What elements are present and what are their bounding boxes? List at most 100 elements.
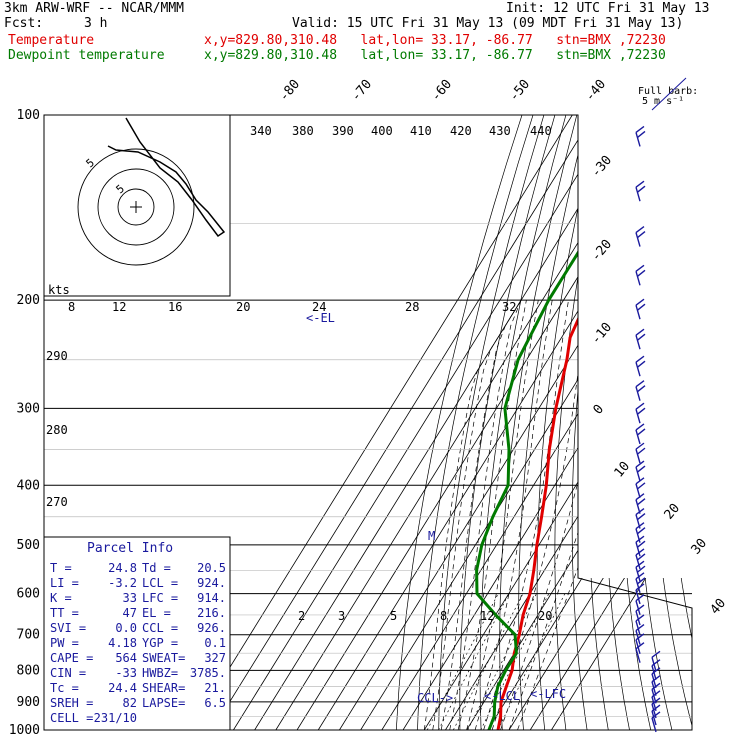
hodograph-ring [117, 188, 155, 226]
isotherm [487, 115, 692, 730]
parcel-row-value: 0.0 [115, 621, 137, 635]
wind-barb [635, 298, 646, 320]
wind-barb [635, 423, 646, 445]
isotherm [317, 115, 692, 730]
parcel-info-title: Parcel Info [87, 541, 173, 556]
dry-adiabat [395, 115, 523, 730]
pressure-tick-label: 600 [17, 587, 40, 602]
wind-barb [635, 642, 645, 663]
isotherm [339, 115, 692, 730]
parcel-row-label: SVI = [50, 621, 86, 635]
theta-label: 380 [292, 124, 314, 138]
parcel-row-label: HWBZ= [142, 666, 178, 680]
theta-label-left: 280 [46, 423, 68, 437]
parcel-row-value: 6.5 [204, 696, 226, 710]
level-annotation: M [428, 529, 435, 543]
parcel-info-panel: Parcel Info T = 24.8 Td = 20.5 LI = -3.2 LCL = 9… [43, 536, 231, 731]
isotherm [296, 115, 679, 730]
barb-key-glyph [651, 77, 687, 111]
wind-barb [635, 477, 646, 499]
pressure-tick-label: 800 [17, 663, 40, 678]
isotherm-label: -80 [277, 77, 304, 105]
hodograph-trace [107, 117, 226, 238]
mixing-ratio-label: 2 [298, 609, 305, 623]
wind-barb [635, 594, 645, 615]
isotherm [381, 115, 692, 730]
parcel-row-value: 82 [123, 696, 137, 710]
wind-barb [635, 548, 646, 570]
parcel-row-value: 24.4 [108, 681, 137, 695]
mixing-ratio-label: 3 [338, 609, 345, 623]
dry-adiabat [708, 115, 740, 730]
parcel-row-value: 20.5 [197, 561, 226, 575]
barb-key-label: Full barb: [638, 86, 698, 97]
parcel-row-label: SREH = [50, 696, 93, 710]
dry-adiabat [588, 115, 633, 730]
dry-adiabat [695, 115, 740, 730]
isotherm-label: 30 [689, 536, 711, 558]
valid-time: Valid: 15 UTC Fri 31 May 13 (09 MDT Fri … [292, 16, 684, 31]
wind-barb [635, 614, 645, 636]
parcel-row-value: 926. [197, 621, 226, 635]
pressure-tick-label: 300 [17, 401, 40, 416]
parcel-row-value: -3.2 [108, 576, 137, 590]
theta-label: 340 [250, 124, 272, 138]
dewpoint-location: x,y=829.80,310.48 lat,lon= 33.17, -86.77… [204, 48, 666, 63]
hodograph-scale-label: 12 [112, 300, 126, 314]
dry-adiabat [636, 115, 673, 730]
parcel-row-value: 327 [204, 651, 226, 665]
isotherm [275, 115, 658, 730]
isotherm [233, 115, 616, 730]
forecast-hour: 3 h [84, 16, 108, 31]
mixing-ratio-label: 8 [440, 609, 447, 623]
isotherm [551, 115, 692, 730]
dry-adiabat [536, 115, 600, 730]
wind-barb [635, 328, 646, 350]
parcel-row-value: 216. [197, 606, 226, 620]
hodograph-units: kts [48, 283, 70, 297]
parcel-row-value: 24.8 [108, 561, 137, 575]
parcel-row-label: T = [50, 561, 72, 575]
parcel-row-value: 0.1 [204, 636, 226, 650]
parcel-row-value: 47 [123, 606, 137, 620]
isotherm-label: -60 [429, 77, 456, 105]
parcel-row-label: Td = [142, 561, 171, 575]
wind-barb [635, 460, 646, 482]
isotherm-label: 0 [591, 402, 608, 418]
hodograph-scale-label: 16 [168, 300, 182, 314]
wind-barb [651, 711, 661, 733]
parcel-row-value: 3785. [190, 666, 226, 680]
isotherm [423, 115, 692, 730]
theta-label: 410 [410, 124, 432, 138]
hodograph-scale-label: 24 [312, 300, 326, 314]
theta-label: 420 [450, 124, 472, 138]
isotherm-label: 20 [662, 501, 684, 523]
barb-key-units: 5 m s⁻¹ [642, 96, 684, 107]
wind-barb [651, 704, 661, 726]
parcel-row-value: 924. [197, 576, 226, 590]
level-annotation: CCL-> [417, 691, 453, 705]
dewpoint-legend: Dewpoint temperature [8, 48, 165, 63]
init-time: Init: 12 UTC Fri 31 May 13 [506, 1, 710, 16]
parcel-row-label: K = [50, 591, 72, 605]
parcel-row-label: SHEAR= [142, 681, 185, 695]
dry-adiabat [680, 115, 692, 730]
pressure-tick-label: 700 [17, 628, 40, 643]
isotherm [190, 115, 573, 730]
wind-barb [635, 535, 646, 557]
isotherm-label: -50 [507, 77, 534, 105]
isotherm [445, 115, 692, 730]
wind-barb [635, 225, 646, 247]
parcel-row-label: LFC = [142, 591, 178, 605]
parcel-row-label: EL = [142, 606, 171, 620]
wind-barb [635, 572, 646, 593]
hodograph-scale-label: 32 [502, 300, 516, 314]
parcel-row-label: YGP = [142, 636, 178, 650]
dry-adiabat [665, 115, 692, 730]
dry-adiabat [722, 115, 740, 730]
parcel-row-label: CCL = [142, 621, 178, 635]
wind-barb [635, 604, 645, 626]
dry-adiabat [651, 115, 692, 730]
